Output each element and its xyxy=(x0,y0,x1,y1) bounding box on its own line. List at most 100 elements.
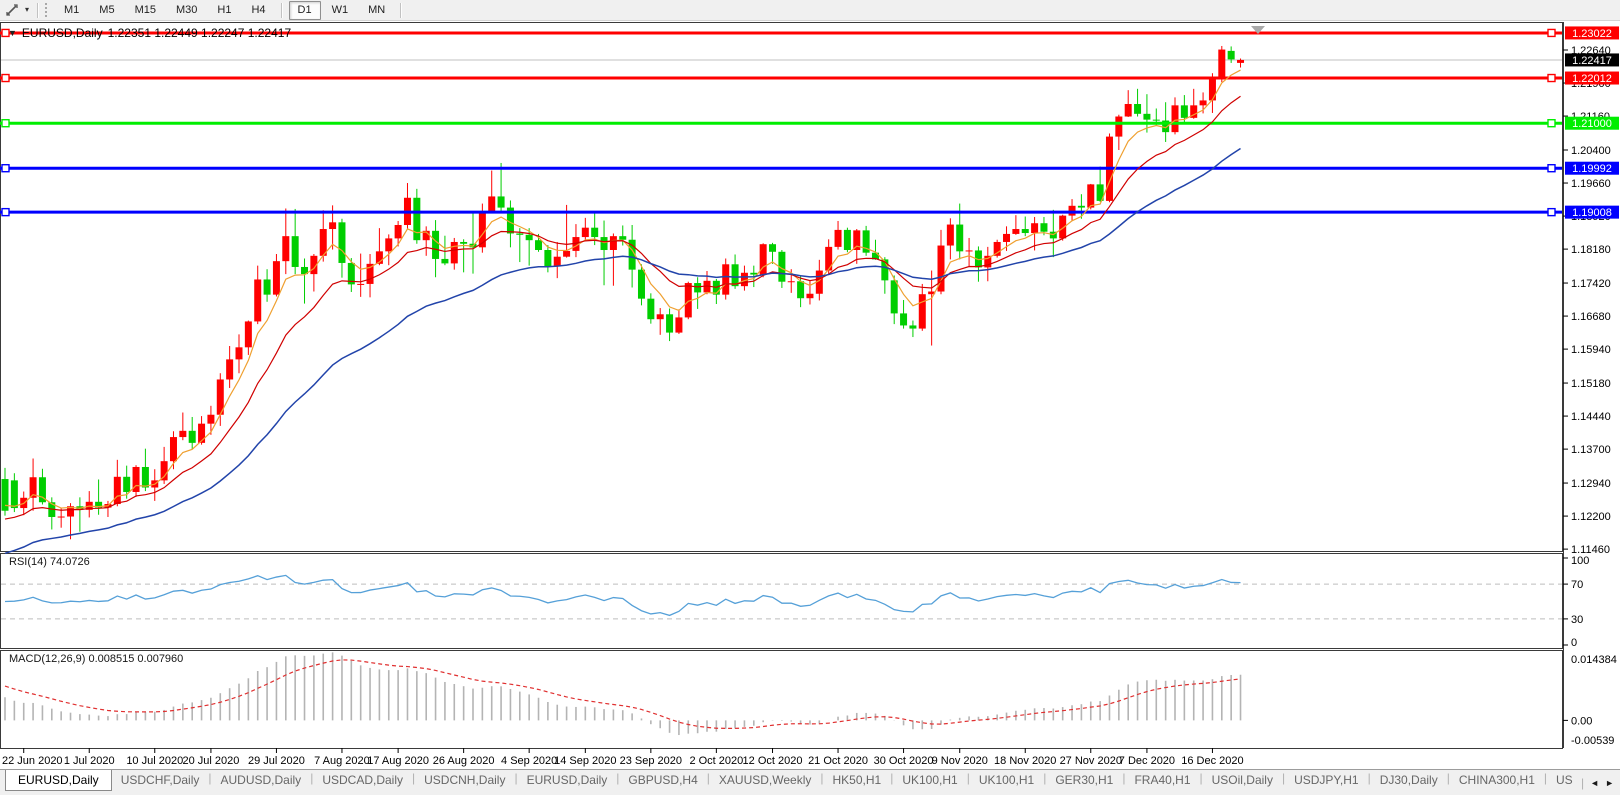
bottom-tab-fra40-h1[interactable]: FRA40,H1 xyxy=(1134,773,1191,787)
svg-text:0.014384: 0.014384 xyxy=(1571,654,1617,666)
current-price-label: 1.22417 xyxy=(1565,53,1619,67)
timeframe-button-m15[interactable]: M15 xyxy=(134,4,156,16)
chart-menu-caret-icon[interactable]: ▼ xyxy=(8,28,17,38)
macd-histogram xyxy=(4,652,1242,736)
svg-text:7 Dec 2020: 7 Dec 2020 xyxy=(1119,755,1175,767)
svg-text:70: 70 xyxy=(1571,579,1583,591)
toolbar-dropdown-caret[interactable]: ▾ xyxy=(25,5,30,14)
cursor-tool-icon[interactable] xyxy=(3,2,21,18)
svg-text:21 Oct 2020: 21 Oct 2020 xyxy=(808,755,868,767)
svg-text:1.11460: 1.11460 xyxy=(1571,544,1610,556)
tab-divider: | xyxy=(1199,771,1203,785)
svg-text:1.12200: 1.12200 xyxy=(1571,511,1611,523)
tab-scroll-right-icon[interactable]: ► xyxy=(1605,778,1614,788)
price-axis[interactable]: 1.226401.219001.211601.204001.196601.189… xyxy=(1563,45,1611,556)
bottom-tab-uk100-h1[interactable]: UK100,H1 xyxy=(978,773,1035,787)
timeframe-button-d1[interactable]: D1 xyxy=(288,0,321,20)
timeframe-button-m5[interactable]: M5 xyxy=(99,4,115,16)
svg-text:1.21000: 1.21000 xyxy=(1572,118,1612,130)
bottom-tab-eurusd-daily[interactable]: EURUSD,Daily xyxy=(526,773,608,787)
svg-text:29 Jul 2020: 29 Jul 2020 xyxy=(248,755,305,767)
bottom-tab-usoil-daily[interactable]: USOil,Daily xyxy=(1211,773,1273,787)
tab-divider: | xyxy=(208,771,212,785)
svg-text:1.18180: 1.18180 xyxy=(1571,244,1611,256)
svg-text:16 Dec 2020: 16 Dec 2020 xyxy=(1181,755,1243,767)
tab-divider: | xyxy=(890,771,894,785)
svg-text:1.12940: 1.12940 xyxy=(1571,478,1611,490)
tab-divider: | xyxy=(706,771,710,785)
timeframe-button-w1[interactable]: W1 xyxy=(331,4,349,16)
timeframe-button-m30[interactable]: M30 xyxy=(175,4,198,16)
svg-text:30: 30 xyxy=(1571,614,1583,626)
tab-divider: | xyxy=(412,771,416,785)
macd-signal-line xyxy=(4,659,1241,729)
tab-divider: | xyxy=(1367,771,1371,785)
timeframe-button-m1[interactable]: M1 xyxy=(64,4,80,16)
svg-text:1.22417: 1.22417 xyxy=(1572,55,1612,67)
svg-text:1.13700: 1.13700 xyxy=(1571,444,1611,456)
bottom-tab-us[interactable]: US xyxy=(1556,773,1573,787)
candles xyxy=(1,45,1245,540)
svg-text:0: 0 xyxy=(1571,637,1577,649)
bottom-tab-usdcnh-daily[interactable]: USDCNH,Daily xyxy=(424,773,506,787)
rsi-line xyxy=(4,574,1241,617)
svg-text:18 Nov 2020: 18 Nov 2020 xyxy=(994,755,1056,767)
chart-canvas[interactable]: 1.226401.219001.211601.204001.196601.189… xyxy=(0,0,1620,770)
bottom-tab-audusd-daily[interactable]: AUDUSD,Daily xyxy=(220,773,302,787)
hline-price-label: 1.19992 xyxy=(1565,161,1619,175)
toolbar-grip-handle[interactable] xyxy=(45,3,50,17)
timeframe-button-mn[interactable]: MN xyxy=(368,4,386,16)
svg-text:1.19008: 1.19008 xyxy=(1572,207,1612,219)
ma-lines xyxy=(4,69,1241,555)
bottom-tab-china300-h1[interactable]: CHINA300,H1 xyxy=(1458,773,1535,787)
date-axis[interactable]: 22 Jun 2020 1 Jul 2020 10 Jul 2020 20 Jul 2… xyxy=(2,748,1244,767)
toolbar-separator xyxy=(280,2,283,18)
svg-text:1.15940: 1.15940 xyxy=(1571,344,1611,356)
toolbar: ▾ M1 M5 M15 M30 H1 H4 D1 W1 MN xyxy=(0,0,1620,21)
svg-text:20 Jul 2020: 20 Jul 2020 xyxy=(182,755,239,767)
rsi-indicator-label: RSI(14) 74.0726 xyxy=(9,556,90,568)
tab-divider: | xyxy=(1581,776,1585,790)
svg-text:1.17420: 1.17420 xyxy=(1571,278,1611,290)
svg-text:10 Jul 2020: 10 Jul 2020 xyxy=(126,755,183,767)
bottom-tab-gbpusd-h4[interactable]: GBPUSD,H4 xyxy=(628,773,698,787)
svg-text:2 Oct 2020: 2 Oct 2020 xyxy=(689,755,743,767)
svg-text:22 Jun 2020: 22 Jun 2020 xyxy=(2,755,63,767)
bottom-tab-dj30-daily[interactable]: DJ30,Daily xyxy=(1379,773,1438,787)
tab-divider: | xyxy=(820,771,824,785)
toolbar-separator xyxy=(400,2,403,18)
time-marker-icon[interactable] xyxy=(1251,26,1265,34)
tab-divider: | xyxy=(310,771,314,785)
bottom-tab-eurusd-daily[interactable]: EURUSD,Daily xyxy=(5,770,112,791)
horizontal-lines[interactable] xyxy=(0,28,1562,217)
tab-divider: | xyxy=(1543,771,1548,785)
svg-text:9 Nov 2020: 9 Nov 2020 xyxy=(932,755,988,767)
tab-divider: | xyxy=(1043,771,1047,785)
timeframe-button-h4[interactable]: H4 xyxy=(251,4,266,16)
svg-text:1.19992: 1.19992 xyxy=(1572,163,1612,175)
bottom-tab-usdchf-daily[interactable]: USDCHF,Daily xyxy=(120,773,200,787)
bottom-tab-hk50-h1[interactable]: HK50,H1 xyxy=(832,773,882,787)
bottom-tab-uk100-h1[interactable]: UK100,H1 xyxy=(902,773,958,787)
svg-text:30 Oct 2020: 30 Oct 2020 xyxy=(874,755,934,767)
hline-price-label: 1.23022 xyxy=(1565,26,1619,40)
svg-text:0.00: 0.00 xyxy=(1571,715,1592,727)
tab-divider: | xyxy=(1281,771,1286,785)
svg-text:1.16680: 1.16680 xyxy=(1571,311,1611,323)
macd-indicator-label: MACD(12,26,9) 0.008515 0.007960 xyxy=(9,653,184,665)
tab-divider: | xyxy=(616,771,620,785)
bottom-tab-usdcad-daily[interactable]: USDCAD,Daily xyxy=(322,773,403,787)
svg-text:23 Sep 2020: 23 Sep 2020 xyxy=(620,755,682,767)
bottom-tab-xauusd-weekly[interactable]: XAUUSD,Weekly xyxy=(718,773,812,787)
bottom-tab-usdjpy-h1[interactable]: USDJPY,H1 xyxy=(1294,773,1359,787)
svg-text:27 Nov 2020: 27 Nov 2020 xyxy=(1060,755,1122,767)
chart-title: ▼ EURUSD,Daily 1.22351 1.22449 1.22247 1… xyxy=(8,26,291,40)
timeframe-button-h1[interactable]: H1 xyxy=(217,4,232,16)
bottom-tab-ger30-h1[interactable]: GER30,H1 xyxy=(1055,773,1114,787)
tab-scroll-left-icon[interactable]: ◄ xyxy=(1590,778,1600,788)
svg-text:17 Aug 2020: 17 Aug 2020 xyxy=(367,755,429,767)
svg-text:26 Aug 2020: 26 Aug 2020 xyxy=(433,755,495,767)
svg-text:14 Sep 2020: 14 Sep 2020 xyxy=(554,755,616,767)
svg-text:-0.00539: -0.00539 xyxy=(1571,735,1614,747)
